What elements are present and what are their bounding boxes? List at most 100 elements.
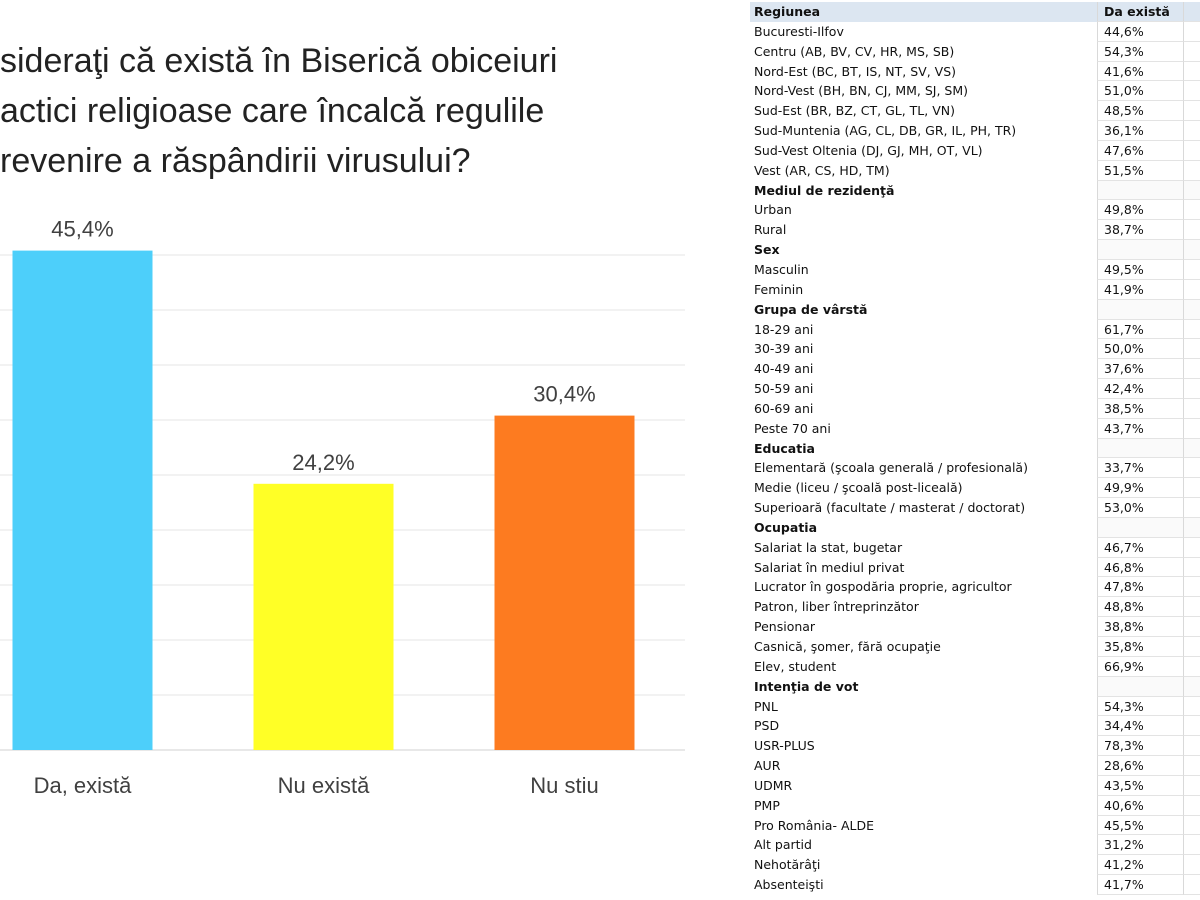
cropped-cell (1183, 259, 1200, 280)
cropped-cell (1183, 795, 1200, 816)
table-row: Pensionar 38,8% (750, 617, 1200, 637)
row-label: Casnică, şomer, fără ocupaţie (754, 639, 941, 654)
cropped-cell (1183, 240, 1200, 260)
row-label: PSD (754, 718, 780, 734)
row-label: 60-69 ani (754, 400, 814, 416)
row-value: 47,8% (1097, 577, 1183, 598)
row-label: AUR (754, 758, 781, 774)
cropped-cell (1183, 61, 1200, 82)
row-label: Pensionar (754, 619, 816, 635)
table-row: UDMR 43,5% (750, 775, 1200, 796)
row-value: 35,8% (1097, 637, 1183, 657)
row-label: Alt partid (754, 837, 812, 853)
row-label: Elementară (şcoala generală / profesiona… (754, 460, 1028, 476)
table-row: Casnică, şomer, fără ocupaţie 35,8% (750, 637, 1200, 657)
row-label: PMP (754, 797, 780, 813)
bar (494, 415, 635, 750)
cropped-cell (1183, 160, 1200, 181)
cropped-cell (1183, 101, 1200, 122)
row-value: 49,5% (1097, 259, 1183, 280)
row-label: Masculin (754, 261, 809, 277)
empty-cell (1097, 299, 1183, 320)
section-label: Sex (754, 242, 780, 258)
cropped-cell (1183, 498, 1200, 518)
row-label: Lucrator în gospodăria proprie, agricult… (754, 579, 1012, 595)
cropped-cell (1183, 2, 1200, 22)
table-row: Elementară (şcoala generală / profesiona… (750, 458, 1200, 479)
table-row: Bucuresti-Ilfov 44,6% (750, 21, 1200, 42)
cropped-cell (1183, 41, 1200, 62)
row-label: Salariat în mediul privat (754, 559, 905, 575)
table-row: 50-59 ani 42,4% (750, 379, 1200, 399)
empty-cell (1097, 676, 1183, 697)
table-row: PMP 40,6% (750, 795, 1200, 816)
row-label: Sud-Est (BR, BZ, CT, GL, TL, VN) (754, 103, 955, 119)
table-row: Medie (liceu / şcoală post-liceală) 49,9% (750, 478, 1200, 499)
cropped-cell (1183, 517, 1200, 538)
cropped-cell (1183, 140, 1200, 161)
section-row: Educatia (750, 438, 1200, 459)
cropped-cell (1183, 379, 1200, 399)
table-row: Patron, liber întreprinzător 48,8% (750, 597, 1200, 618)
row-label: Absenteişti (754, 877, 824, 893)
table-row: Elev, student 66,9% (750, 656, 1200, 677)
cropped-cell (1183, 537, 1200, 558)
cropped-cell (1183, 220, 1200, 241)
value-label: 30,4% (533, 382, 595, 407)
row-label: Feminin (754, 281, 804, 297)
row-label: Salariat la stat, bugetar (754, 539, 903, 555)
section-row: Sex (750, 240, 1200, 260)
row-label: Sud-Muntenia (AG, CL, DB, GR, IL, PH, TR… (754, 123, 1017, 139)
cropped-cell (1183, 617, 1200, 637)
row-label: 40-49 ani (754, 361, 814, 377)
row-value: 49,9% (1097, 478, 1183, 499)
row-value: 78,3% (1097, 736, 1183, 757)
table-row: Rural 38,7% (750, 220, 1200, 241)
row-label: Nehotărâţi (754, 857, 821, 873)
row-value: 38,7% (1097, 220, 1183, 241)
row-value: 31,2% (1097, 835, 1183, 856)
table-row: Masculin 49,5% (750, 259, 1200, 280)
row-value: 34,4% (1097, 716, 1183, 737)
cropped-cell (1183, 478, 1200, 499)
row-label: Rural (754, 222, 787, 238)
row-value: 40,6% (1097, 795, 1183, 816)
row-value: 51,5% (1097, 160, 1183, 181)
cropped-cell (1183, 676, 1200, 697)
row-label: PNL (754, 698, 778, 714)
table-row: Vest (AR, CS, HD, TM) 51,5% (750, 160, 1200, 181)
row-value: 61,7% (1097, 319, 1183, 340)
row-label: 50-59 ani (754, 381, 814, 397)
table-row: Nehotărâţi 41,2% (750, 855, 1200, 876)
cropped-cell (1183, 855, 1200, 876)
table-row: 18-29 ani 61,7% (750, 319, 1200, 340)
header-row: Regiunea Da există (750, 2, 1200, 22)
table-row: Salariat în mediul privat 46,8% (750, 557, 1200, 578)
row-value: 41,9% (1097, 279, 1183, 300)
table-row: 40-49 ani 37,6% (750, 359, 1200, 380)
row-value: 41,2% (1097, 855, 1183, 876)
cropped-cell (1183, 835, 1200, 856)
chart-title: actici religioase care încalcă regulile (0, 92, 544, 130)
cropped-cell (1183, 458, 1200, 479)
row-label: Nord-Est (BC, BT, IS, NT, SV, VS) (754, 63, 957, 79)
section-row: Ocupatia (750, 517, 1200, 538)
row-label: Sud-Vest Oltenia (DJ, GJ, MH, OT, VL) (754, 142, 983, 158)
row-label: 30-39 ani (754, 341, 814, 357)
section-label: Educatia (754, 440, 815, 456)
table-row: Alt partid 31,2% (750, 835, 1200, 856)
cropped-cell (1183, 438, 1200, 459)
cropped-cell (1183, 299, 1200, 320)
cropped-cell (1183, 815, 1200, 836)
section-row: Mediul de rezidenţă (750, 180, 1200, 201)
row-label: Superioară (facultate / masterat / docto… (754, 500, 1026, 516)
table-row: Urban 49,8% (750, 200, 1200, 221)
section-label: Mediul de rezidenţă (754, 182, 895, 198)
cropped-cell (1183, 319, 1200, 340)
table-row: Sud-Vest Oltenia (DJ, GJ, MH, OT, VL) 47,… (750, 140, 1200, 161)
cropped-cell (1183, 21, 1200, 42)
section-row: Grupa de vârstă (750, 299, 1200, 320)
x-tick-label: Nu există (278, 773, 370, 798)
row-value: 36,1% (1097, 121, 1183, 141)
chart-title: sideraţi că există în Biserică obiceiuri (0, 42, 557, 80)
